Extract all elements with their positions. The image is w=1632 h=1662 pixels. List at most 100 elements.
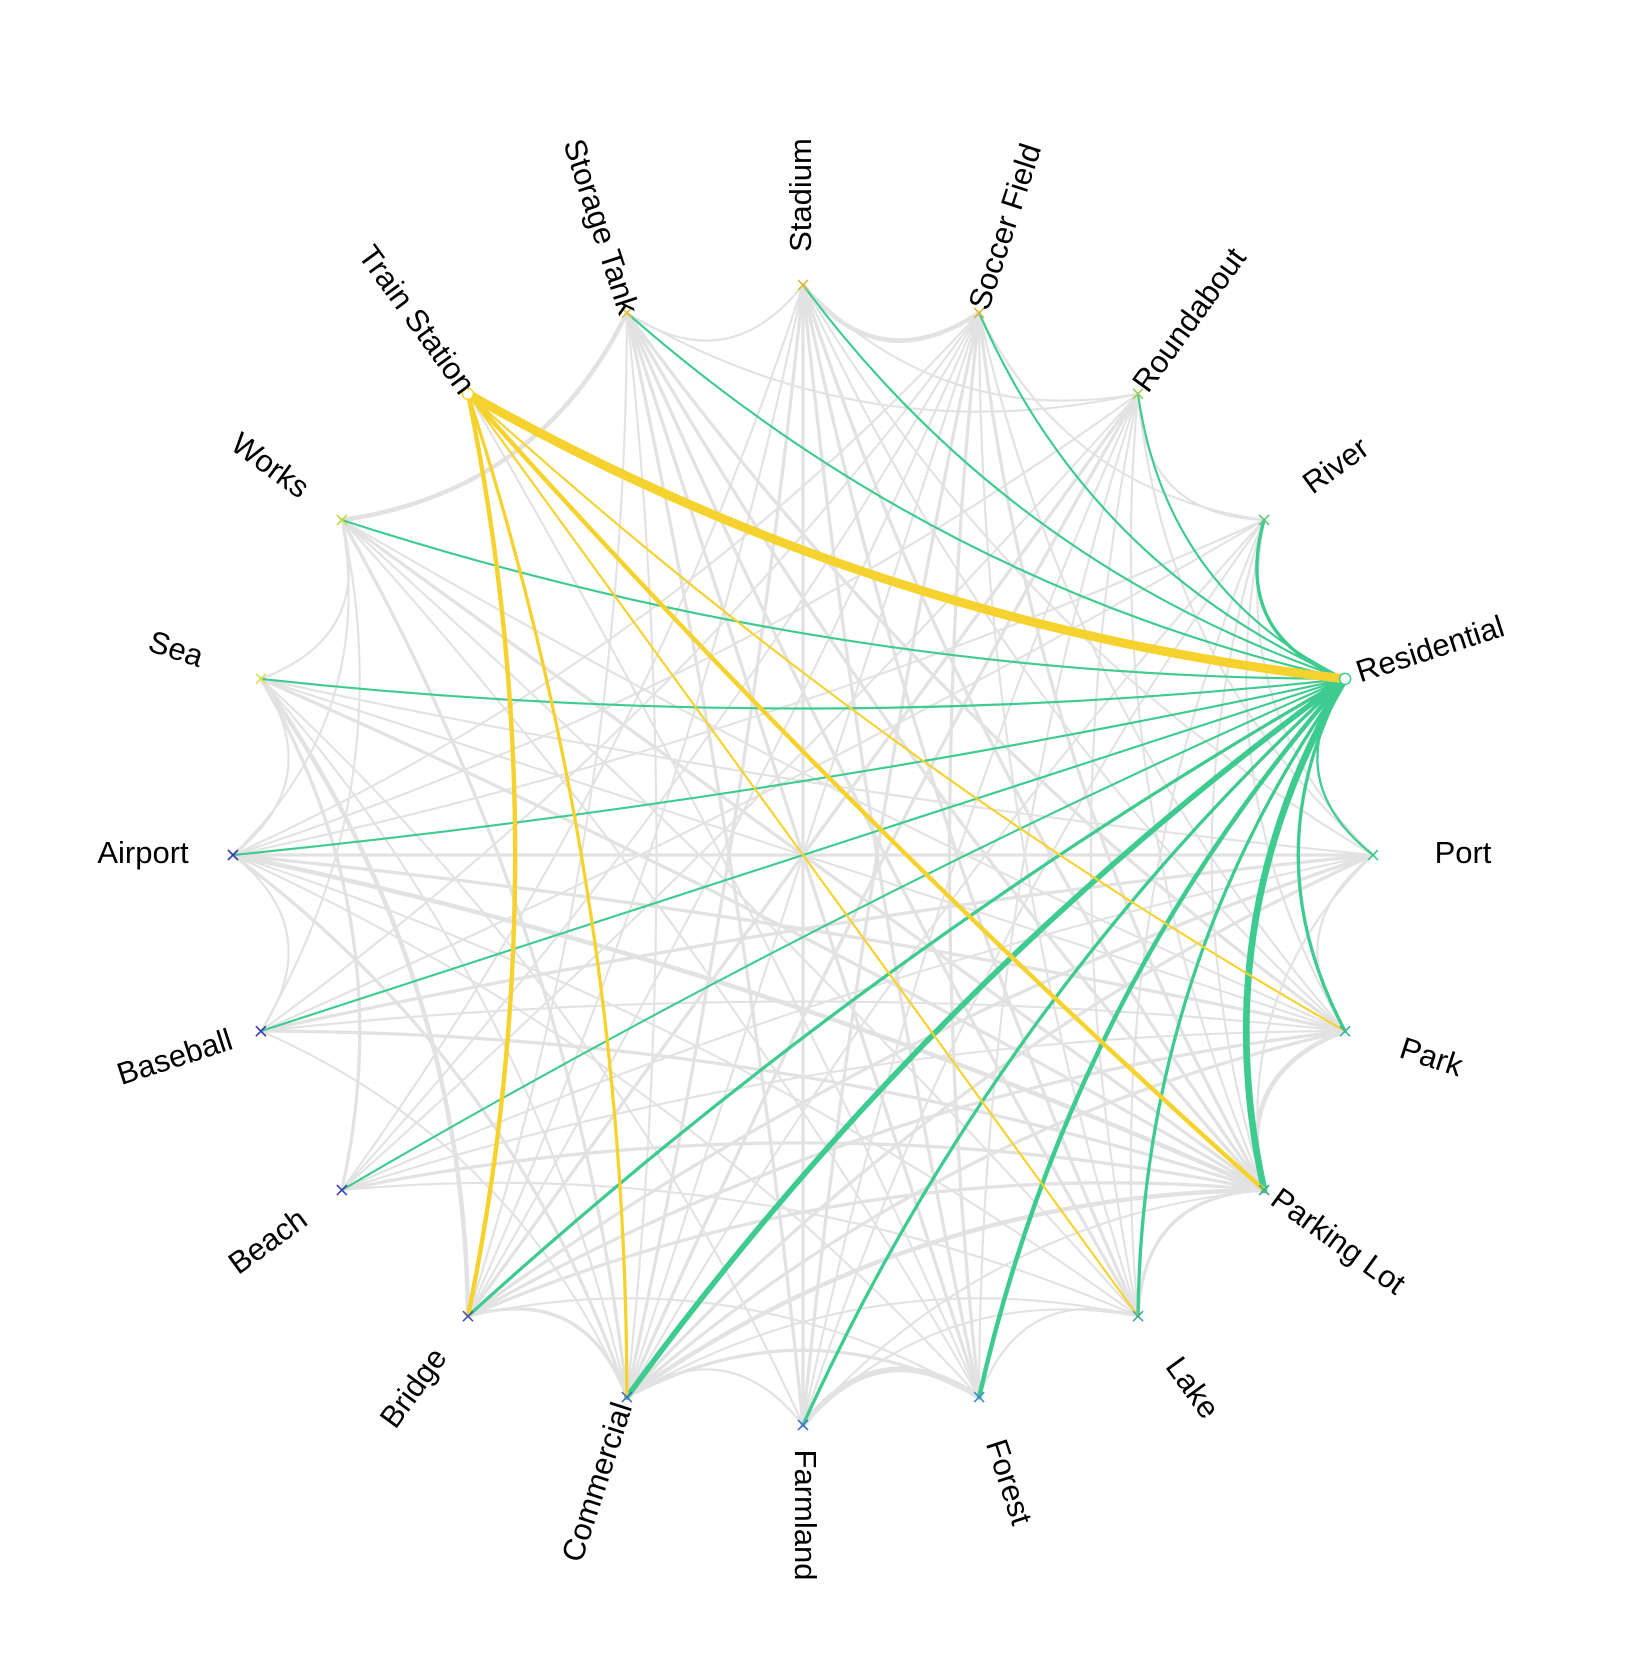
- node-label-storage-tank: Storage Tank: [556, 135, 646, 319]
- node-label-stadium: Stadium: [783, 138, 818, 252]
- link-sea-beach: [259, 677, 362, 1192]
- node-marker-forest: [973, 1391, 985, 1403]
- node-markers: [227, 279, 1379, 1431]
- link-bridge-soccer-field: [466, 311, 981, 1318]
- link-bridge-commercial: [466, 1307, 629, 1399]
- link-residential-farmland: [801, 677, 1347, 1427]
- link-residential-lake: [1136, 677, 1347, 1318]
- link-commercial-lake: [625, 1297, 1140, 1399]
- link-airport-baseball: [231, 853, 290, 1033]
- link-lake-soccer-field: [978, 311, 1140, 1318]
- link-farmland-river: [801, 518, 1266, 1427]
- node-marker-beach: [336, 1184, 348, 1196]
- link-residential-sea: [259, 677, 1347, 710]
- link-commercial-park: [625, 1029, 1347, 1399]
- link-commercial-stadium: [625, 283, 805, 1399]
- link-beach-park: [340, 1030, 1347, 1192]
- link-residential-works: [340, 518, 1347, 680]
- link-train-station-parking-lot: [465, 391, 1267, 1193]
- node-marker-works: [336, 514, 348, 526]
- link-baseball-port: [259, 853, 1375, 1033]
- link-storage-tank-stadium: [625, 283, 805, 342]
- link-residential-parking-lot: [1242, 675, 1349, 1194]
- link-storage-tank-roundabout: [625, 311, 1140, 413]
- link-stadium-roundabout: [801, 283, 1140, 402]
- link-residential-forest: [976, 676, 1348, 1400]
- link-sea-farmland: [259, 677, 805, 1427]
- node-label-residential: Residential: [1352, 608, 1509, 689]
- link-parking-lot-port: [1256, 853, 1375, 1192]
- link-parking-lot-roundabout: [1129, 392, 1266, 1192]
- link-park-parking-lot: [1254, 1028, 1348, 1193]
- link-bridge-forest: [466, 1297, 981, 1399]
- link-park-stadium: [801, 283, 1347, 1033]
- link-airport-park: [231, 853, 1347, 1033]
- link-airport-roundabout: [231, 392, 1140, 857]
- node-label-river: River: [1296, 430, 1375, 501]
- node-label-commercial: Commercial: [555, 1398, 639, 1566]
- node-marker-train-station: [461, 387, 475, 401]
- node-label-farmland: Farmland: [788, 1450, 823, 1581]
- node-label-bridge: Bridge: [373, 1341, 454, 1434]
- link-residential-storage-tank: [625, 311, 1347, 680]
- link-roundabout-river: [1136, 392, 1266, 522]
- link-train-station-residential: [463, 389, 1350, 684]
- node-label-park: Park: [1396, 1030, 1468, 1083]
- link-train-station-bridge: [465, 391, 518, 1319]
- link-residential-river: [1255, 518, 1347, 681]
- link-bridge-stadium: [466, 283, 805, 1318]
- link-airport-commercial: [231, 853, 629, 1399]
- link-airport-lake: [231, 853, 1140, 1318]
- link-lake-river: [1129, 518, 1266, 1318]
- link-lake-roundabout: [1089, 392, 1140, 1318]
- link-forest-lake: [978, 1307, 1140, 1399]
- node-marker-park: [1339, 1025, 1351, 1037]
- node-marker-residential: [1338, 672, 1352, 686]
- link-forest-soccer-field: [947, 311, 981, 1399]
- link-farmland-soccer-field: [801, 311, 981, 1427]
- node-label-works: Works: [225, 425, 316, 505]
- background-links: [230, 282, 1375, 1428]
- link-park-river: [1245, 518, 1347, 1033]
- link-forest-stadium: [801, 283, 981, 1399]
- node-label-soccer-field: Soccer Field: [962, 139, 1049, 314]
- link-port-roundabout: [1136, 392, 1375, 857]
- link-train-station-park: [466, 392, 1347, 1033]
- link-commercial-farmland: [625, 1368, 805, 1427]
- node-marker-river: [1258, 514, 1270, 526]
- link-works-airport: [231, 518, 350, 857]
- node-marker-bridge: [462, 1310, 474, 1322]
- link-park-port: [1316, 853, 1375, 1033]
- link-residential-stadium: [801, 283, 1347, 680]
- link-works-lake: [340, 518, 1140, 1318]
- link-park-storage-tank: [625, 311, 1347, 1033]
- link-soccer-field-river: [978, 311, 1266, 522]
- link-residential-airport: [231, 677, 1347, 857]
- link-farmland-roundabout: [801, 392, 1140, 1427]
- link-sea-parking-lot: [259, 677, 1266, 1192]
- link-baseball-soccer-field: [259, 311, 981, 1033]
- link-beach-lake: [340, 1181, 1140, 1318]
- node-marker-baseball: [255, 1025, 267, 1037]
- link-train-station-lake: [466, 392, 1140, 1318]
- highlighted-links: [231, 283, 1375, 1427]
- node-marker-lake: [1132, 1310, 1144, 1322]
- link-farmland-storage-tank: [625, 311, 805, 1427]
- node-label-beach: Beach: [222, 1201, 314, 1281]
- link-works-park: [340, 518, 1347, 1033]
- link-parking-lot-stadium: [801, 283, 1266, 1192]
- link-commercial-river: [625, 518, 1266, 1399]
- node-label-airport: Airport: [97, 835, 189, 870]
- link-farmland-parking-lot: [801, 1188, 1266, 1427]
- link-commercial-storage-tank: [625, 311, 658, 1399]
- node-marker-stadium: [797, 279, 809, 291]
- link-works-sea: [259, 518, 351, 680]
- node-marker-port: [1367, 849, 1379, 861]
- link-stadium-soccer-field: [800, 282, 982, 343]
- node-label-port: Port: [1435, 835, 1492, 870]
- link-beach-stadium: [340, 283, 805, 1192]
- node-marker-roundabout: [1132, 388, 1144, 400]
- link-residential-commercial: [624, 676, 1348, 1400]
- node-marker-airport: [227, 849, 239, 861]
